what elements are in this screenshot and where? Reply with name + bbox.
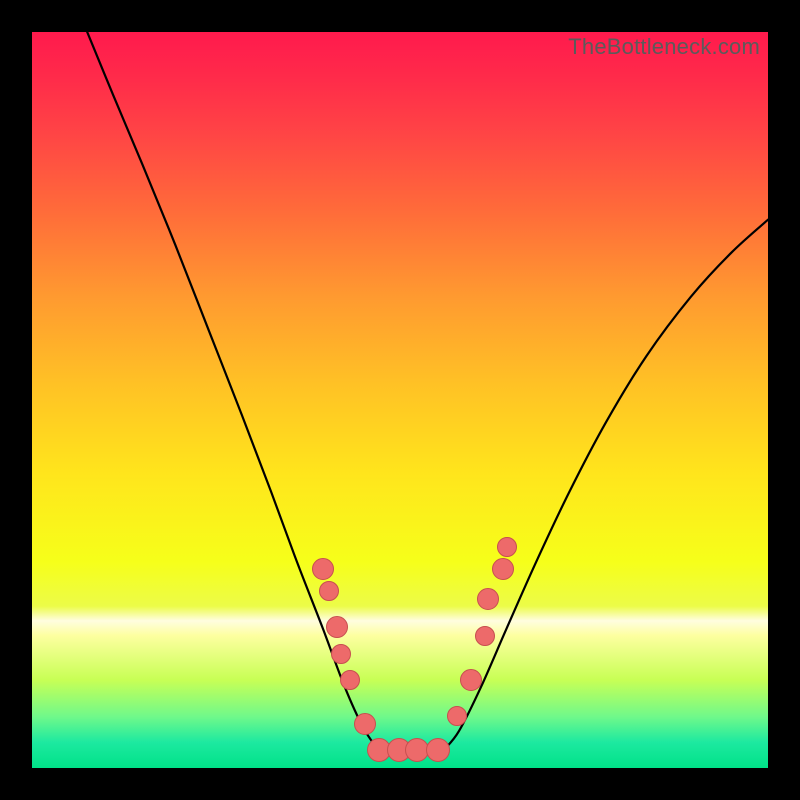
series-marker bbox=[477, 588, 499, 610]
stage: TheBottleneck.com bbox=[0, 0, 800, 800]
marker-layer bbox=[32, 32, 768, 768]
series-marker bbox=[331, 644, 351, 664]
series-marker bbox=[475, 626, 495, 646]
plot-area: TheBottleneck.com bbox=[32, 32, 768, 768]
series-marker bbox=[426, 738, 450, 762]
series-marker bbox=[354, 713, 376, 735]
series-marker bbox=[492, 558, 514, 580]
series-marker bbox=[497, 537, 517, 557]
series-marker bbox=[319, 581, 339, 601]
series-marker bbox=[312, 558, 334, 580]
series-marker bbox=[447, 706, 467, 726]
series-marker bbox=[340, 670, 360, 690]
watermark-text: TheBottleneck.com bbox=[568, 34, 760, 60]
series-marker bbox=[460, 669, 482, 691]
series-marker bbox=[326, 616, 348, 638]
